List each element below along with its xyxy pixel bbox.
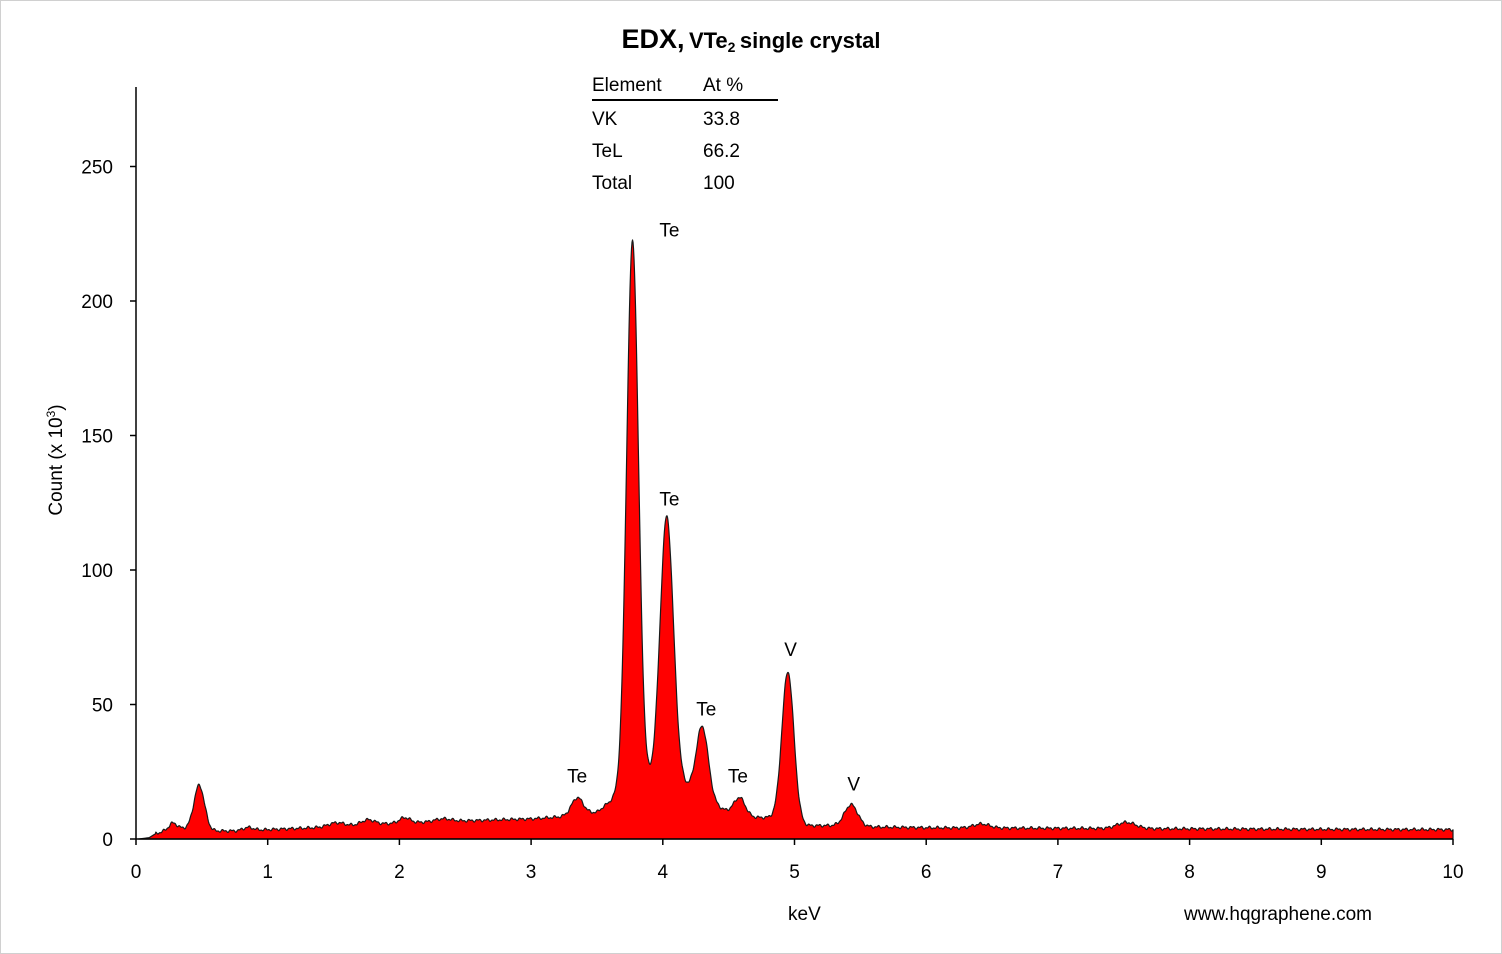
composition-table: Element At % VK 33.8 TeL 66.2 Total 100 (592, 74, 778, 204)
table-cell-value: 33.8 (703, 109, 740, 130)
table-cell-element: VK (592, 109, 618, 130)
y-tick-label: 150 (81, 427, 113, 448)
title-main: EDX, (621, 24, 685, 54)
y-tick-label: 100 (81, 561, 113, 582)
title-suffix: single crystal (739, 28, 881, 53)
peak-label: V (847, 775, 860, 796)
table-row: TeL 66.2 (592, 140, 778, 172)
table-cell-element: TeL (592, 141, 623, 162)
x-tick-label: 7 (1053, 862, 1064, 883)
table-header-row: Element At % (592, 74, 778, 101)
y-tick-label: 200 (81, 292, 113, 313)
table-cell-value: 100 (703, 173, 735, 194)
x-axis-label: keV (788, 904, 821, 925)
x-tick-label: 0 (131, 862, 142, 883)
title-compound-sub: 2 (727, 39, 736, 55)
website-label: www.hqgraphene.com (1184, 904, 1372, 925)
table-header-atpct: At % (703, 75, 744, 96)
peak-label: Te (659, 220, 679, 241)
peak-label: Te (728, 767, 748, 788)
x-tick-label: 2 (394, 862, 405, 883)
table-cell-value: 66.2 (703, 141, 740, 162)
x-tick-label: 10 (1442, 862, 1463, 883)
x-tick-label: 9 (1316, 862, 1327, 883)
x-tick-label: 4 (658, 862, 669, 883)
x-tick-label: 5 (789, 862, 800, 883)
peak-label: V (784, 640, 797, 661)
spectrum-area (138, 239, 1454, 840)
table-header-element: Element (592, 75, 662, 96)
table-row: Total 100 (592, 172, 778, 204)
y-tick-label: 0 (102, 830, 113, 851)
table-row: VK 33.8 (592, 108, 778, 140)
table-cell-element: Total (592, 173, 633, 194)
peak-label: Te (696, 699, 716, 720)
title-compound: VTe2 (688, 28, 736, 55)
peak-label: Te (659, 489, 679, 510)
x-tick-label: 1 (262, 862, 273, 883)
x-tick-label: 6 (921, 862, 932, 883)
peak-label: Te (567, 767, 587, 788)
y-tick-label: 50 (92, 696, 113, 717)
y-tick-label: 250 (81, 158, 113, 179)
x-tick-label: 3 (526, 862, 537, 883)
x-tick-label: 8 (1184, 862, 1195, 883)
chart-title: EDX, VTe2 single crystal (0, 24, 1502, 55)
title-compound-base: VTe (688, 28, 728, 53)
